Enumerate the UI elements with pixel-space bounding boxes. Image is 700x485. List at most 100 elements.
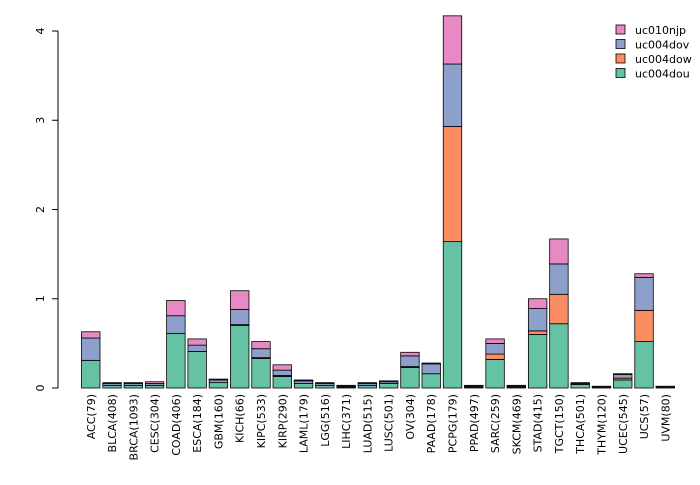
bar-segment-uc010njp xyxy=(166,300,186,317)
bar-segment-uc010njp xyxy=(379,380,399,383)
bar-segment-uc004dov xyxy=(293,380,314,384)
bar-stack xyxy=(251,341,271,389)
bar-segment-uc004dou xyxy=(230,325,250,389)
bar-stack xyxy=(506,384,527,389)
bar-segment-uc004dov xyxy=(208,379,229,384)
bar-segment-uc004dou xyxy=(123,384,143,389)
x-tick-label: SKCM(469) xyxy=(510,394,523,454)
bar-segment-uc010njp xyxy=(81,331,101,339)
bar-stack xyxy=(442,15,463,389)
bar-segment-uc004dov xyxy=(655,385,675,388)
bar-stack xyxy=(485,338,505,389)
y-tick-label: 2 xyxy=(34,206,47,213)
bar-segment-uc010njp xyxy=(272,364,292,371)
legend-swatch-uc004dou xyxy=(615,68,626,78)
x-tick-label: GBM(160) xyxy=(212,394,225,449)
bar-segment-uc004dow xyxy=(527,330,548,335)
bar-segment-uc004dov xyxy=(527,308,548,332)
bar-stack xyxy=(293,379,314,389)
bar-stack xyxy=(464,384,484,389)
bar-segment-uc004dou xyxy=(570,384,590,389)
bar-segment-uc004dou xyxy=(357,384,378,389)
x-tick-label: KICH(66) xyxy=(234,394,247,443)
bar-stack xyxy=(272,364,292,389)
bar-segment-uc004dov xyxy=(230,309,250,326)
bar-segment-uc004dov xyxy=(400,355,420,367)
x-tick-label: BLCA(408) xyxy=(106,394,119,452)
bar-segment-uc004dov xyxy=(591,385,612,388)
bar-segment-uc004dou xyxy=(144,384,165,389)
y-tick-label: 4 xyxy=(34,28,47,35)
bar-segment-uc004dov xyxy=(166,315,186,334)
legend-swatch-uc010njp xyxy=(615,24,626,35)
bar-stack xyxy=(336,384,356,389)
bar-stack xyxy=(166,300,186,389)
x-tick-label: PAAD(178) xyxy=(425,394,438,453)
x-tick-label: THCA(501) xyxy=(574,394,587,455)
bar-segment-uc004dov xyxy=(187,344,207,352)
bars-group xyxy=(81,15,675,389)
x-tick-label: THYM(120) xyxy=(595,394,608,456)
bar-stack xyxy=(187,338,207,389)
bar-segment-uc010njp xyxy=(357,382,378,384)
bar-stack xyxy=(102,382,122,389)
bar-segment-uc010njp xyxy=(634,273,654,278)
bar-segment-uc010njp xyxy=(123,382,143,384)
x-tick-label: OV(304) xyxy=(404,394,417,440)
bar-stack xyxy=(315,382,335,389)
bar-segment-uc010njp xyxy=(442,15,463,65)
bar-segment-uc004dov xyxy=(485,342,505,355)
x-tick-label: UVM(80) xyxy=(659,394,672,442)
y-axis: 0 1 2 3 4 xyxy=(34,28,59,392)
bar-segment-uc004dow xyxy=(634,309,654,342)
bar-segment-uc004dou xyxy=(208,382,229,389)
bar-stack xyxy=(655,385,675,389)
bar-segment-uc010njp xyxy=(293,379,314,382)
x-tick-label: PCPG(179) xyxy=(447,394,460,453)
x-tick-label: ESCA(184) xyxy=(191,394,204,453)
bar-stack xyxy=(81,331,101,389)
bar-segment-uc010njp xyxy=(251,341,271,350)
bar-segment-uc010njp xyxy=(187,338,207,346)
bar-stack xyxy=(549,238,569,389)
bar-segment-uc004dov xyxy=(81,337,101,361)
bar-segment-uc010njp xyxy=(613,373,633,376)
bar-segment-uc004dou xyxy=(187,351,207,389)
bar-stack xyxy=(421,362,441,389)
x-tick-label: CESC(304) xyxy=(149,394,162,453)
bar-stack xyxy=(230,290,250,389)
bar-segment-uc010njp xyxy=(208,378,229,381)
x-tick-label: KIPC(533) xyxy=(255,394,268,448)
bar-segment-uc010njp xyxy=(464,384,484,387)
bar-stack xyxy=(357,382,378,389)
x-tick-label: UCEC(545) xyxy=(617,394,630,454)
bar-segment-uc004dou xyxy=(81,359,101,389)
x-tick-label: PPAD(497) xyxy=(468,394,481,452)
x-tick-label: UCS(57) xyxy=(638,394,651,439)
bar-stack xyxy=(591,385,612,389)
y-tick-label: 1 xyxy=(34,295,47,302)
x-tick-label: ACC(79) xyxy=(85,394,98,439)
legend-swatch-uc004dow xyxy=(615,53,626,64)
bar-stack xyxy=(527,298,548,389)
y-tick-label: 0 xyxy=(34,385,47,392)
x-tick-label: LUSC(501) xyxy=(383,394,396,452)
bar-segment-uc010njp xyxy=(485,338,505,344)
bar-stack xyxy=(123,382,143,389)
bar-segment-uc010njp xyxy=(102,382,122,384)
bar-segment-uc004dou xyxy=(251,358,271,389)
legend-swatch-uc004dov xyxy=(615,39,626,49)
bar-segment-uc004dou xyxy=(315,384,335,389)
bar-segment-uc004dou xyxy=(166,333,186,389)
bar-segment-uc004dou xyxy=(634,341,654,389)
x-tick-label: LAML(179) xyxy=(298,394,311,453)
x-tick-label: STAD(415) xyxy=(532,394,545,452)
bar-stack xyxy=(208,378,229,389)
x-tick-label: LIHC(371) xyxy=(340,394,353,449)
x-tick-label: LUAD(515) xyxy=(361,394,374,453)
x-tick-label: BRCA(1093) xyxy=(127,394,140,460)
bar-segment-uc004dou xyxy=(613,379,633,389)
bar-segment-uc004dou xyxy=(421,373,441,389)
bar-segment-uc004dou xyxy=(400,367,420,389)
bar-segment-uc010njp xyxy=(570,382,590,384)
